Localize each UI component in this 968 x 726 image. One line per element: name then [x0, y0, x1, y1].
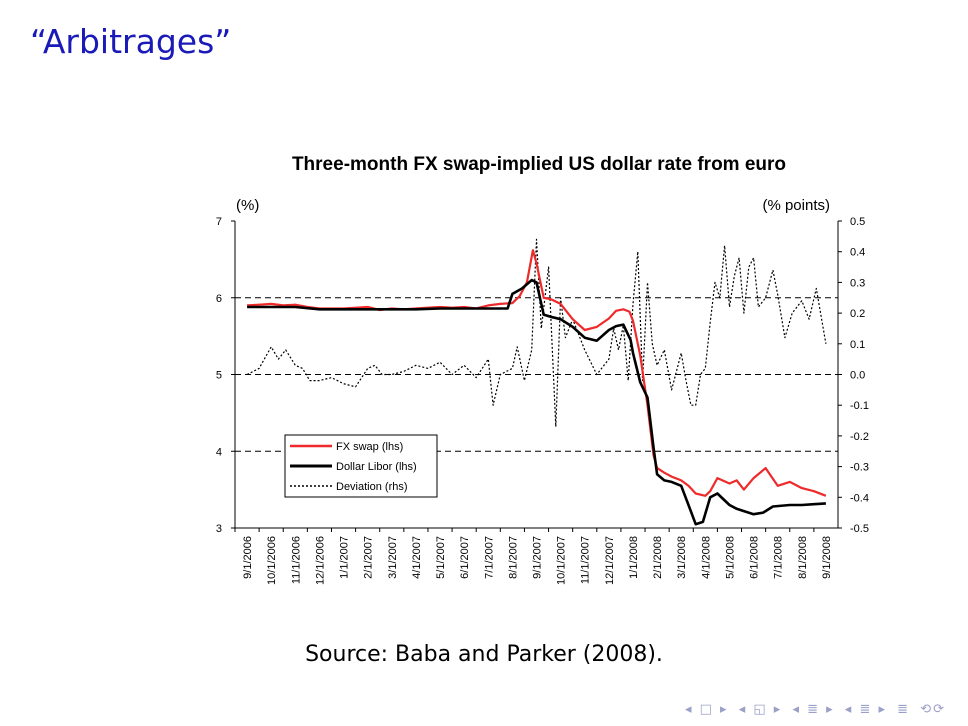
right-tick-label: -0.5: [850, 523, 869, 535]
x-tick-label: 5/1/2007: [435, 536, 447, 579]
x-tick-label: 11/1/2006: [290, 536, 302, 584]
x-tick-label: 9/1/2007: [532, 536, 544, 579]
x-tick-label: 12/1/2006: [314, 536, 326, 585]
ylabel-left: (%): [236, 197, 259, 214]
x-tick-label: 12/1/2007: [604, 536, 616, 585]
chart: Three-month FX swap-implied US dollar ra…: [216, 154, 869, 585]
left-tick-labels: 3 4 5 6 7: [216, 216, 235, 535]
x-tick-label: 2/1/2008: [652, 536, 664, 579]
series-line-solid-red: [247, 249, 827, 497]
x-tick-label: 7/1/2007: [483, 536, 495, 579]
x-tick-label: 10/1/2006: [266, 536, 278, 585]
right-tick-label: -0.1: [850, 400, 869, 412]
left-tick-label: 7: [216, 216, 222, 228]
nav-menu-icon[interactable]: ≣: [897, 702, 911, 717]
nav-document-icon[interactable]: ◂ ≣ ▸: [844, 702, 888, 717]
left-tick-label: 4: [216, 446, 222, 458]
x-tick-label: 5/1/2008: [724, 536, 736, 579]
right-tick-label: 0.0: [850, 370, 865, 382]
chart-title: Three-month FX swap-implied US dollar ra…: [292, 154, 786, 175]
x-tick-label: 1/1/2007: [339, 536, 351, 579]
x-tick-label: 6/1/2007: [459, 536, 471, 579]
x-tick-label: 10/1/2007: [556, 536, 568, 585]
legend: FX swap (lhs) Dollar Libor (lhs) Deviati…: [284, 434, 438, 498]
x-tick-label: 9/1/2008: [821, 536, 833, 579]
x-tick-label: 8/1/2008: [797, 536, 809, 579]
nav-frame-icon[interactable]: ◂ □ ▸: [684, 702, 729, 717]
x-tick-label: 1/1/2008: [628, 536, 640, 579]
left-tick-label: 6: [216, 293, 222, 305]
series-line-dotted-black: [246, 238, 827, 428]
right-tick-label: 0.5: [850, 216, 865, 228]
right-tick-label: 0.1: [850, 339, 865, 351]
nav-search-icon[interactable]: ⟲⟳: [920, 702, 946, 717]
nav-subsection-icon[interactable]: ◂ ◱ ▸: [738, 702, 783, 717]
left-tick-label: 5: [216, 370, 222, 382]
series-line-solid-black-thick: [247, 278, 826, 526]
nav-section-icon[interactable]: ◂ ≣ ▸: [792, 702, 835, 717]
x-tick-label: 6/1/2008: [749, 536, 761, 579]
x-tick-label: 9/1/2006: [242, 536, 254, 579]
legend-label-fx-swap: FX swap (lhs): [336, 441, 403, 453]
left-tick-label: 3: [216, 523, 222, 535]
right-tick-label: -0.2: [850, 431, 869, 443]
x-tick-label: 3/1/2007: [387, 536, 399, 579]
x-tick-label: 2/1/2007: [363, 536, 375, 579]
x-tick-label: 7/1/2008: [773, 536, 785, 579]
right-tick-label: -0.4: [850, 492, 869, 504]
x-tick-label: 4/1/2008: [700, 536, 712, 579]
right-tick-labels: -0.5 -0.4 -0.3 -0.2 -0.1 0.0 0.1 0.2 0.3 0.4 0.5: [838, 216, 869, 535]
x-tick-label: 3/1/2008: [676, 536, 688, 579]
x-tick-labels: 9/1/2006 10/1/2006 11/1/2006 12/1/2006 1/1/2…: [234, 528, 833, 585]
legend-label-libor: Dollar Libor (lhs): [336, 461, 417, 473]
gridlines: [235, 297, 838, 452]
legend-label-deviation: Deviation (rhs): [336, 481, 408, 493]
series-layer: [246, 238, 827, 526]
right-tick-label: 0.3: [850, 277, 865, 289]
ylabel-right: (% points): [762, 197, 830, 214]
x-tick-label: 8/1/2007: [507, 536, 519, 579]
right-tick-label: 0.4: [850, 247, 865, 259]
beamer-nav-bar: ◂ □ ▸ ◂ ◱ ▸ ◂ ≣ ▸ ◂ ≣ ▸ ≣ ⟲⟳: [681, 702, 946, 717]
slide-title: “Arbitrages”: [30, 22, 232, 61]
source-caption: Source: Baba and Parker (2008).: [305, 642, 663, 667]
right-tick-label: -0.3: [850, 462, 869, 474]
x-tick-label: 4/1/2007: [411, 536, 423, 579]
right-tick-label: 0.2: [850, 308, 865, 320]
x-tick-label: 11/1/2007: [580, 536, 592, 584]
